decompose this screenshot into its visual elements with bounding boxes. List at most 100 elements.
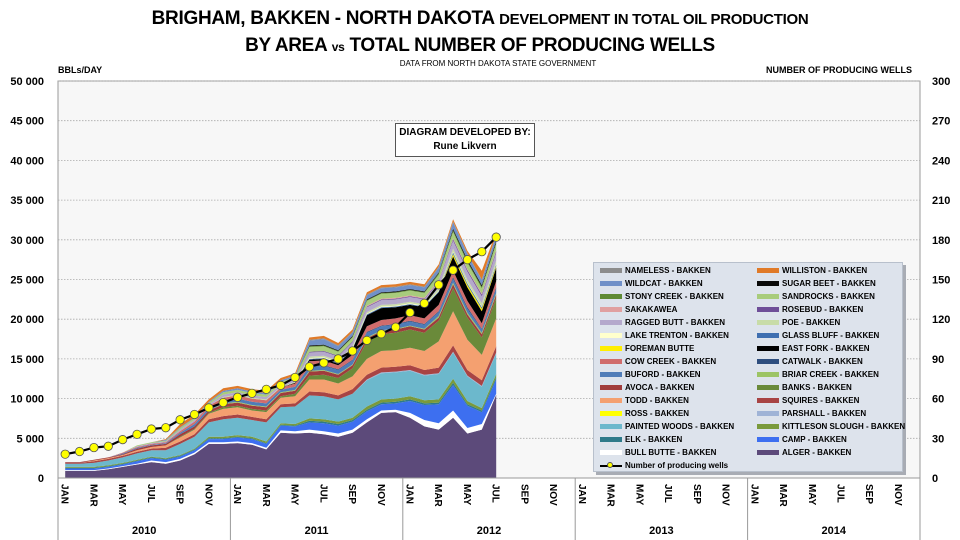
y2-tick-label: 90 xyxy=(932,354,944,366)
legend-label: TODD - BAKKEN xyxy=(625,396,689,405)
wells-marker xyxy=(347,346,358,356)
legend-label: BRIAR CREEK - BAKKEN xyxy=(782,370,879,379)
legend-label: LAKE TRENTON - BAKKEN xyxy=(625,331,729,340)
y2-tick-label: 300 xyxy=(932,76,950,88)
legend-item: EAST FORK - BAKKEN xyxy=(757,343,870,355)
legend-label: CAMP - BAKKEN xyxy=(782,435,847,444)
y-tick-label: 20 000 xyxy=(10,314,44,326)
legend-swatch xyxy=(757,281,779,287)
legend-item: LAKE TRENTON - BAKKEN xyxy=(600,330,729,342)
area-bull-butte-bakken xyxy=(65,393,497,471)
x-month-label: NOV xyxy=(892,484,903,506)
legend-swatch xyxy=(600,359,622,365)
wells-marker xyxy=(132,429,142,439)
legend-item: WILDCAT - BAKKEN xyxy=(600,278,703,290)
legend-swatch xyxy=(600,320,622,326)
y-axis-label: BBLs/DAY xyxy=(58,65,103,75)
legend-swatch xyxy=(600,333,622,339)
wells-marker xyxy=(175,415,185,425)
x-month-label: JAN xyxy=(748,484,759,504)
x-month-label: JAN xyxy=(59,484,70,504)
area-painted-woods-bakken xyxy=(65,352,497,467)
legend-item: KITTLESON SLOUGH - BAKKEN xyxy=(757,421,905,433)
legend-swatch xyxy=(757,424,779,430)
area-alger-bakken xyxy=(65,394,497,478)
legend-item: WILLISTON - BAKKEN xyxy=(757,265,867,277)
x-month-label: NOV xyxy=(375,484,386,506)
legend-swatch xyxy=(600,307,622,313)
legend-label: SAKAKAWEA xyxy=(625,305,678,314)
legend-swatch xyxy=(600,346,622,352)
y2-tick-label: 270 xyxy=(932,116,950,128)
legend-item: GLASS BLUFF - BAKKEN xyxy=(757,330,879,342)
y2-tick-label: 60 xyxy=(932,394,944,406)
area-camp-bakken xyxy=(65,379,497,471)
credit-line1: DIAGRAM DEVELOPED BY: xyxy=(399,127,531,138)
credit-author: Rune Likvern xyxy=(433,141,497,152)
x-month-label: MAR xyxy=(432,484,443,508)
legend-item: STONY CREEK - BAKKEN xyxy=(600,291,724,303)
x-month-label: NOV xyxy=(720,484,731,506)
x-month-label: MAY xyxy=(461,484,472,506)
x-month-label: SEP xyxy=(346,484,357,504)
chart-title-line1: BRIGHAM, BAKKEN - NORTH DAKOTA DEVELOPME… xyxy=(151,8,809,29)
legend-swatch xyxy=(757,268,779,274)
legend-label: CATWALK - BAKKEN xyxy=(782,357,863,366)
legend-item: BUFORD - BAKKEN xyxy=(600,369,701,381)
wells-marker xyxy=(491,232,501,242)
area-todd-bakken xyxy=(65,311,497,463)
legend-item: RAGGED BUTT - BAKKEN xyxy=(600,317,725,329)
legend-label: GLASS BLUFF - BAKKEN xyxy=(782,331,880,340)
y-tick-label: 0 xyxy=(38,473,44,485)
legend-item: POE - BAKKEN xyxy=(757,317,840,329)
legend-label: WILDCAT - BAKKEN xyxy=(625,279,703,288)
legend-swatch xyxy=(600,424,622,430)
legend-swatch xyxy=(600,450,622,456)
legend-item: BULL BUTTE - BAKKEN xyxy=(600,447,716,459)
wells-marker xyxy=(419,298,429,308)
x-month-label: JUL xyxy=(490,484,501,503)
wells-marker xyxy=(448,265,458,275)
legend-item: SANDROCKS - BAKKEN xyxy=(757,291,875,303)
legend-item: ALGER - BAKKEN xyxy=(757,447,851,459)
wells-marker xyxy=(74,446,85,457)
legend-item: ROSEBUD - BAKKEN xyxy=(757,304,863,316)
x-year-label: 2010 xyxy=(132,525,156,537)
legend-item: FOREMAN BUTTE xyxy=(600,343,694,355)
legend-swatch xyxy=(757,320,779,326)
legend-label: ROSEBUD - BAKKEN xyxy=(782,305,864,314)
legend-wells-swatch xyxy=(600,460,622,472)
legend-swatch xyxy=(757,450,779,456)
legend-label: PAINTED WOODS - BAKKEN xyxy=(625,422,735,431)
x-month-label: MAR xyxy=(777,484,788,508)
y2-tick-label: 150 xyxy=(932,275,950,287)
legend-item: COW CREEK - BAKKEN xyxy=(600,356,716,368)
x-month-label: NOV xyxy=(547,484,558,506)
legend-swatch xyxy=(757,359,779,365)
legend-swatch xyxy=(600,385,622,391)
legend-item: Number of producing wells xyxy=(600,460,728,472)
legend-label: WILLISTON - BAKKEN xyxy=(782,266,868,275)
area-squires-bakken xyxy=(65,345,497,464)
x-month-label: JUL xyxy=(317,484,328,503)
legend-item: BRIAR CREEK - BAKKEN xyxy=(757,369,879,381)
legend-label: BANKS - BAKKEN xyxy=(782,383,852,392)
legend-item: SQUIRES - BAKKEN xyxy=(757,395,859,407)
wells-marker xyxy=(405,307,415,318)
legend-item: SUGAR BEET - BAKKEN xyxy=(757,278,876,290)
legend-swatch xyxy=(757,307,779,313)
y2-tick-label: 240 xyxy=(932,155,950,167)
legend-label: ROSS - BAKKEN xyxy=(625,409,690,418)
wells-marker xyxy=(89,442,99,453)
legend-label: AVOCA - BAKKEN xyxy=(625,383,695,392)
legend-label: SANDROCKS - BAKKEN xyxy=(782,292,875,301)
legend-label: RAGGED BUTT - BAKKEN xyxy=(625,318,725,327)
y-tick-label: 35 000 xyxy=(10,195,44,207)
legend-label: PARSHALL - BAKKEN xyxy=(782,409,867,418)
legend-swatch xyxy=(600,268,622,274)
x-month-label: NOV xyxy=(202,484,213,506)
y-tick-label: 30 000 xyxy=(10,235,44,247)
x-month-label: JAN xyxy=(576,484,587,504)
y-tick-label: 40 000 xyxy=(10,155,44,167)
wells-marker xyxy=(477,247,487,257)
